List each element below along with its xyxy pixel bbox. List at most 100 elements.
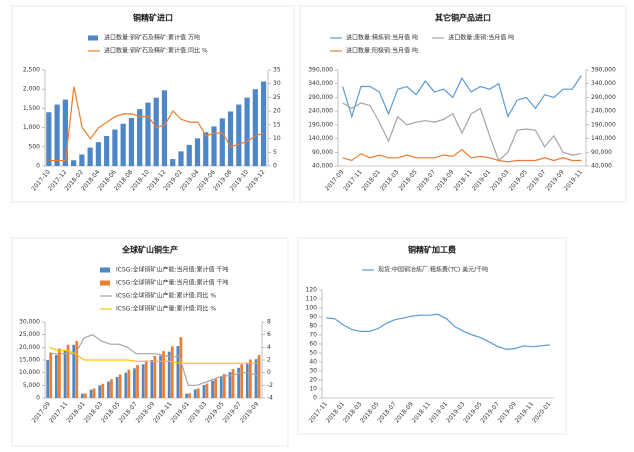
bar — [127, 369, 131, 398]
legend-label: ICSG:全球铜矿山产量:当月值:累计值 千吨 — [116, 279, 228, 287]
y2-tick-label: -4 — [267, 395, 273, 402]
y-tick-label: 390,000 — [308, 67, 333, 74]
y2-tick-label: 240,000 — [591, 108, 616, 115]
y-tick-label: 240,000 — [308, 108, 333, 115]
bar — [128, 118, 135, 166]
y-tick-label: 70 — [309, 332, 317, 339]
bar — [141, 364, 145, 398]
y-tick-label: 30 — [309, 368, 317, 375]
y-tick-label: 340,000 — [308, 80, 333, 87]
y-tick-label: 110 — [306, 296, 318, 303]
bar — [252, 89, 258, 166]
bar — [137, 109, 143, 166]
bar — [236, 104, 242, 166]
bar — [170, 159, 176, 166]
y-tick-label: 190,000 — [308, 121, 333, 128]
line — [49, 334, 258, 386]
bar — [87, 147, 93, 166]
bar — [211, 380, 214, 398]
bar — [110, 379, 113, 398]
y2-tick-label: 190,000 — [591, 121, 616, 128]
line — [342, 102, 582, 162]
y2-tick-label: 390,000 — [591, 67, 616, 74]
y-tick-label: 0 — [313, 395, 317, 402]
bar — [153, 355, 157, 398]
y-tick-label: 20 — [309, 377, 317, 384]
legend-label: 进口数量:废铜:当月值 吨 — [448, 34, 514, 42]
x-tick-label: 2020-01 — [531, 401, 553, 425]
y2-tick-label: 340,000 — [591, 80, 616, 87]
bar — [202, 385, 206, 398]
chart-title: 铜精矿进口 — [133, 13, 173, 23]
bar — [62, 99, 68, 166]
y-tick-label: 90 — [309, 314, 317, 321]
y-tick-label: 50 — [309, 350, 317, 357]
x-tick-label: 2019-11 — [563, 169, 585, 193]
y2-tick-label: 2 — [267, 357, 271, 364]
y-tick-label: 15,000 — [19, 357, 40, 364]
bar — [228, 372, 232, 398]
bar — [58, 348, 61, 398]
line — [326, 313, 550, 351]
bar — [227, 111, 234, 166]
bar — [193, 389, 197, 398]
line — [49, 346, 258, 364]
bar — [92, 388, 96, 398]
legend-label: 进口数量:铜矿石及精矿:累计值:同比 % — [104, 47, 208, 55]
chart-title: 全球矿山铜生产 — [121, 245, 178, 255]
y-tick-label: 140,000 — [308, 135, 333, 142]
bar — [75, 341, 79, 398]
y2-tick-label: 6 — [267, 331, 271, 338]
legend-label: 进口数量:精炼铜:当月值 吨 — [346, 34, 418, 42]
bar — [188, 393, 191, 398]
legend-label: 进口数量:阳极铜:当月值 吨 — [346, 47, 418, 55]
bar — [46, 360, 50, 398]
bar — [194, 138, 201, 166]
bar — [153, 97, 159, 166]
y-tick-label: 20,000 — [19, 344, 40, 351]
bar — [101, 383, 105, 398]
legend-swatch — [88, 35, 98, 41]
y-tick-label: 80 — [309, 323, 317, 330]
bar — [196, 388, 200, 398]
bar — [260, 81, 267, 166]
bar — [159, 355, 162, 398]
bar — [72, 344, 76, 398]
bar — [248, 359, 252, 398]
y2-tick-label: 25 — [273, 94, 281, 101]
bar — [71, 160, 77, 166]
y-tick-label: 40 — [309, 359, 317, 366]
bar — [95, 142, 101, 166]
y2-tick-label: 0 — [267, 369, 271, 376]
bar — [120, 123, 126, 166]
y-tick-label: 5,000 — [23, 382, 40, 389]
bar — [150, 360, 154, 398]
legend-swatch — [100, 280, 110, 286]
bar — [186, 144, 192, 166]
legend-label: ICSG:全球铜矿山产能:当月值:累计值 千吨 — [116, 266, 228, 274]
bar — [167, 351, 171, 398]
panel-border — [11, 237, 289, 447]
legend-label: ICSG:全球铜矿山产量:累计值:同比 % — [116, 305, 216, 313]
y-tick-label: 90,000 — [312, 149, 333, 156]
bar — [219, 118, 225, 166]
y2-tick-label: 40,000 — [591, 163, 612, 170]
bar — [237, 367, 240, 398]
bar — [254, 359, 258, 398]
bar — [133, 368, 136, 398]
chart-title: 铜精矿加工费 — [408, 245, 456, 255]
bar — [115, 376, 119, 398]
bar — [63, 349, 67, 398]
bar — [118, 374, 122, 398]
bar — [257, 354, 261, 398]
bar — [170, 346, 174, 398]
bar — [245, 363, 249, 398]
bar — [81, 393, 84, 398]
y2-tick-label: 35 — [273, 67, 281, 74]
bar — [178, 151, 184, 166]
y2-tick-label: 140,000 — [591, 135, 616, 142]
y-tick-label: 10,000 — [19, 369, 40, 376]
bar — [231, 369, 235, 398]
bar — [112, 129, 118, 166]
